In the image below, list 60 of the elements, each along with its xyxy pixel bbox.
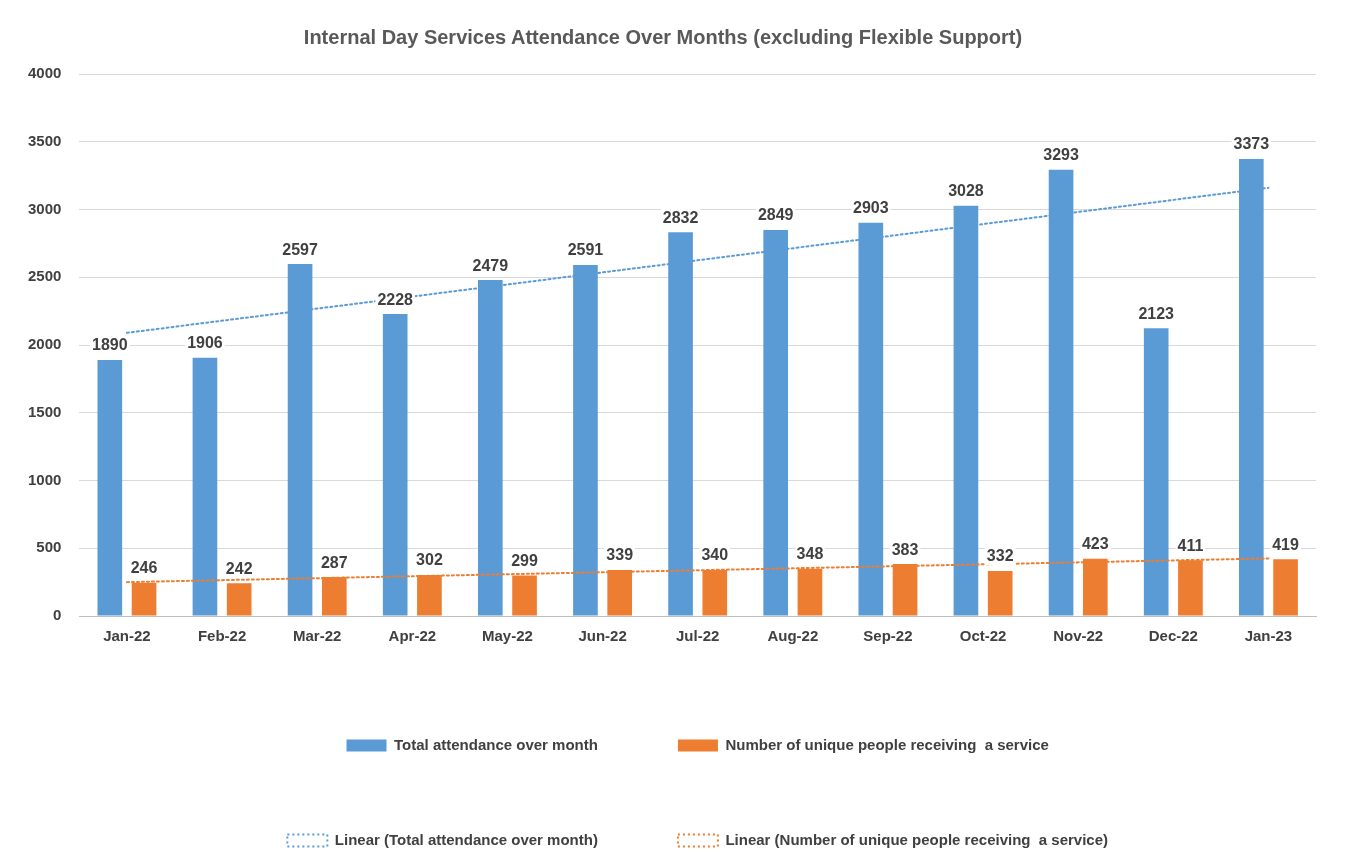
- data-label: 2832: [662, 208, 699, 226]
- legend-label: Number of unique people receiving a service: [725, 735, 1049, 753]
- y-tick-label: 4000: [27, 64, 62, 82]
- data-label: 332: [986, 547, 1014, 565]
- x-tick-label: Aug-22: [767, 627, 819, 645]
- legend-label: Linear (Total attendance over month): [334, 830, 598, 848]
- y-tick-label: 1000: [27, 470, 62, 488]
- y-tick-label: 0: [53, 606, 62, 624]
- y-tick-label: 3000: [27, 199, 62, 217]
- data-label: 242: [225, 559, 253, 577]
- data-label: 423: [1081, 535, 1109, 553]
- x-tick-label: Oct-22: [959, 627, 1007, 645]
- data-label: 302: [416, 551, 443, 569]
- y-tick-label: 2500: [27, 267, 62, 285]
- legend-label: Linear (Number of unique people receiving a service): [725, 830, 1109, 848]
- data-label: 3373: [1233, 135, 1270, 153]
- x-tick-label: May-22: [482, 627, 533, 645]
- bar: [97, 359, 123, 616]
- x-tick-label: Sep-22: [863, 627, 913, 645]
- x-tick-label: Dec-22: [1148, 627, 1198, 645]
- x-tick-label: Nov-22: [1053, 627, 1104, 645]
- data-label: 3028: [948, 182, 984, 200]
- x-tick-label: Mar-22: [293, 627, 342, 645]
- x-tick-label: Jul-22: [676, 627, 720, 645]
- data-label: 419: [1272, 535, 1300, 553]
- bar: [1273, 559, 1298, 616]
- chart-title: Internal Day Services Attendance Over Months (excluding Flexible Support): [303, 25, 1023, 48]
- data-label: 2903: [853, 199, 889, 217]
- x-tick-label: Apr-22: [388, 627, 437, 645]
- data-label: 299: [511, 551, 538, 569]
- data-label: 411: [1177, 536, 1204, 554]
- data-label: 287: [320, 553, 348, 571]
- data-label: 1890: [92, 336, 128, 354]
- y-tick-label: 500: [36, 538, 62, 556]
- y-tick-label: 1500: [27, 402, 62, 420]
- bar: [1143, 328, 1169, 616]
- data-label: 2849: [757, 206, 794, 224]
- legend-label: Total attendance over month: [394, 735, 598, 753]
- data-label: 339: [606, 546, 634, 564]
- bar: [382, 314, 408, 616]
- x-tick-label: Jan-22: [103, 627, 151, 645]
- bar: [192, 357, 218, 616]
- data-label: 2479: [472, 256, 509, 274]
- data-label: 340: [701, 546, 729, 564]
- data-label: 2591: [567, 241, 604, 259]
- x-tick-label: Jan-23: [1244, 627, 1293, 645]
- data-label: 1906: [187, 334, 223, 352]
- bar: [226, 583, 252, 616]
- data-label: 2123: [1138, 304, 1175, 322]
- data-label: 2228: [377, 290, 414, 308]
- data-label: 3293: [1043, 146, 1079, 164]
- data-label: 383: [891, 540, 919, 558]
- x-tick-label: Feb-22: [197, 627, 247, 645]
- data-label: 2597: [282, 240, 318, 258]
- data-label: 348: [796, 545, 824, 563]
- data-label: 246: [130, 559, 158, 577]
- y-tick-label: 2000: [27, 335, 62, 353]
- bar: [987, 571, 1013, 616]
- x-tick-label: Jun-22: [578, 627, 627, 645]
- y-tick-label: 3500: [27, 131, 62, 149]
